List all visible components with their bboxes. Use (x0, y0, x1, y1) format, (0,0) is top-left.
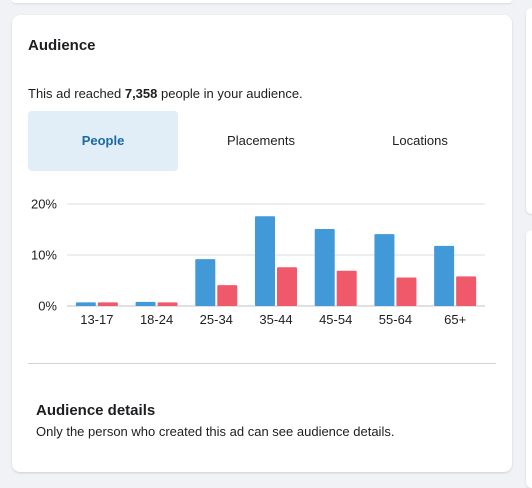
bar (195, 259, 216, 306)
x-tick-label: 13-17 (80, 312, 113, 327)
x-tick-label: 65+ (444, 312, 466, 327)
bar (277, 267, 297, 306)
audience-details-text: Only the person who created this ad can … (36, 424, 395, 439)
bar (374, 234, 395, 306)
reach-count: 7,358 (124, 86, 158, 101)
side-panel-edge-top (526, 8, 532, 214)
side-panel-edge-bottom (526, 230, 532, 488)
bar (434, 245, 455, 306)
reach-suffix: people in your audience. (157, 86, 303, 101)
x-tick-label: 55-64 (379, 312, 412, 327)
age-bar-chart: 0% 10% 20% 13-17 18-24 25-34 35-44 45-54 55-64 65… (31, 197, 485, 327)
audience-card: Audience This ad reached 7,358 people in… (12, 15, 512, 472)
y-tick-label: 10% (31, 248, 57, 263)
tab-people[interactable]: People (28, 111, 178, 171)
bar (255, 216, 275, 306)
previous-card-edge (12, 0, 512, 3)
x-tick-label: 25-34 (200, 312, 233, 327)
reach-prefix: This ad reached (28, 86, 125, 101)
bar (157, 302, 178, 306)
bar (314, 228, 335, 306)
audience-title: Audience (28, 37, 96, 54)
audience-details-title: Audience details (36, 402, 156, 419)
tab-placements[interactable]: Placements (227, 133, 295, 148)
bar (336, 270, 357, 306)
bar (135, 301, 156, 306)
bar (75, 302, 96, 306)
x-tick-label: 35-44 (259, 312, 292, 327)
x-tick-label: 45-54 (319, 312, 352, 327)
bar (456, 276, 477, 306)
x-tick-label: 18-24 (140, 312, 173, 327)
y-tick-label: 0% (38, 299, 57, 314)
bar (396, 277, 417, 306)
audience-tabs: People Placements Locations (28, 111, 502, 171)
bar (97, 302, 118, 306)
tab-locations[interactable]: Locations (392, 133, 448, 148)
y-tick-label: 20% (31, 197, 57, 212)
bar (217, 285, 238, 306)
reach-summary: This ad reached 7,358 people in your aud… (28, 86, 303, 101)
divider (28, 363, 496, 364)
